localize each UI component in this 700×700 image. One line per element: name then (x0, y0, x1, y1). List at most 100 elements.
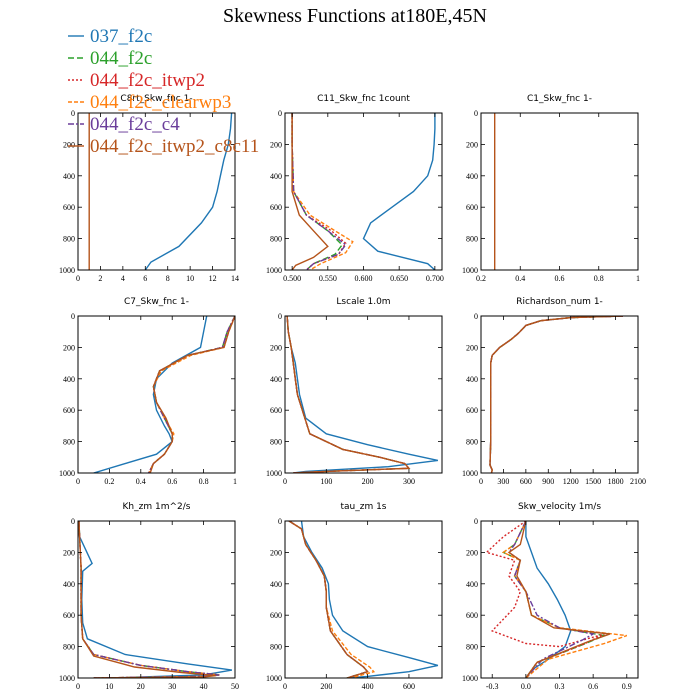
legend-label: 037_f2c (90, 26, 152, 47)
y-tick-label: 1000 (59, 266, 75, 275)
x-tick-label: 0.3 (555, 682, 565, 691)
x-tick-label: 0.700 (426, 274, 444, 283)
y-tick-label: 200 (466, 548, 478, 557)
legend: 037_f2c044_f2c044_f2c_itwp2044_f2c_clear… (68, 26, 259, 157)
y-tick-label: 200 (63, 343, 75, 352)
legend-item: 044_f2c_clearwp3 (68, 92, 231, 113)
series-group (489, 316, 624, 473)
legend-item: 044_f2c_itwp2 (68, 70, 205, 91)
legend-label: 044_f2c_itwp2 (90, 70, 205, 91)
x-tick-label: 0 (76, 274, 80, 283)
series-line-044_f2c_itwp2_c8c11 (149, 316, 235, 473)
y-tick-label: 600 (270, 203, 282, 212)
y-tick-label: 0 (474, 109, 478, 118)
x-tick-label: 0 (76, 682, 80, 691)
y-tick-label: 600 (270, 406, 282, 415)
y-tick-label: 800 (466, 438, 478, 447)
x-tick-label: 0 (283, 682, 287, 691)
x-tick-label: 2100 (630, 477, 646, 486)
x-tick-label: 2 (98, 274, 102, 283)
y-tick-label: 200 (270, 548, 282, 557)
y-tick-label: 200 (270, 140, 282, 149)
y-tick-label: 1000 (266, 469, 282, 478)
x-tick-label: 0.8 (199, 477, 209, 486)
series-line-044_f2c (291, 113, 344, 270)
y-tick-label: 0 (71, 312, 75, 321)
y-tick-label: 200 (63, 140, 75, 149)
x-tick-label: 8 (166, 274, 170, 283)
x-tick-label: 400 (362, 682, 374, 691)
series-line-044_f2c_itwp2 (78, 521, 220, 678)
x-tick-label: 6 (143, 274, 147, 283)
x-tick-label: 200 (362, 477, 374, 486)
plot-frame (284, 315, 443, 474)
x-tick-label: -0.3 (486, 682, 499, 691)
plot-frame (284, 112, 443, 271)
panel-title: Lscale 1.0m (336, 297, 390, 307)
x-tick-label: 4 (121, 274, 125, 283)
y-tick-label: 800 (270, 235, 282, 244)
panel-title: C11_Skw_fnc 1count (317, 94, 410, 104)
plot-frame (480, 315, 639, 474)
series-line-044_f2c_itwp2 (485, 521, 605, 678)
series-line-044_f2c_c4 (291, 113, 347, 270)
panel-title: Skw_velocity 1m/s (518, 502, 601, 512)
y-tick-label: 400 (270, 172, 282, 181)
series-line-044_f2c_itwp2_c8c11 (78, 521, 217, 678)
y-tick-label: 400 (466, 172, 478, 181)
x-tick-label: 0.6 (555, 274, 565, 283)
legend-label: 044_f2c_itwp2_c8c11 (90, 136, 259, 157)
y-tick-label: 400 (270, 580, 282, 589)
y-tick-label: 1000 (462, 674, 478, 683)
x-tick-label: 0.500 (283, 274, 301, 283)
x-tick-label: 300 (497, 477, 509, 486)
x-tick-label: 0.6 (167, 477, 177, 486)
y-tick-label: 600 (63, 611, 75, 620)
series-line-044_f2c_clearwp3 (78, 521, 220, 678)
x-tick-label: 0.550 (319, 274, 337, 283)
y-tick-label: 400 (63, 172, 75, 181)
y-tick-label: 0 (71, 109, 75, 118)
y-tick-label: 1000 (59, 674, 75, 683)
y-tick-label: 200 (466, 343, 478, 352)
series-line-044_f2c_itwp2_c8c11 (286, 316, 411, 473)
x-tick-label: 0 (76, 477, 80, 486)
x-tick-label: 100 (320, 477, 332, 486)
plot-frame (77, 520, 236, 679)
y-tick-label: 1000 (59, 469, 75, 478)
x-tick-label: 0.0 (521, 682, 531, 691)
legend-label: 044_f2c (90, 48, 152, 69)
x-tick-label: 0.600 (355, 274, 373, 283)
series-line-044_f2c_itwp2_c8c11 (288, 521, 369, 678)
x-tick-label: 12 (209, 274, 217, 283)
y-tick-label: 400 (63, 375, 75, 384)
y-tick-label: 600 (466, 611, 478, 620)
x-tick-label: 10 (186, 274, 194, 283)
series-group (93, 316, 235, 473)
x-tick-label: 0.9 (622, 682, 632, 691)
y-tick-label: 0 (278, 109, 282, 118)
series-line-044_f2c_itwp2_c8c11 (507, 521, 611, 678)
series-line-044_f2c_itwp2_c8c11 (489, 316, 624, 473)
y-tick-label: 1000 (462, 469, 478, 478)
legend-label: 044_f2c_c4 (90, 114, 180, 135)
x-tick-label: 0.2 (476, 274, 486, 283)
panel-title: C8rt_Skw_fnc 1- (120, 94, 192, 104)
x-tick-label: 1200 (563, 477, 579, 486)
series-group (291, 113, 436, 270)
series-group (485, 521, 628, 678)
x-tick-label: 300 (403, 477, 415, 486)
panel-title: Kh_zm 1m^2/s (123, 502, 191, 512)
y-tick-label: 400 (466, 375, 478, 384)
panel-9: Skw_velocity 1m/s 0 200 400 600 800 1000 -0.3 0.… (462, 502, 639, 691)
series-line-044_f2c_c4 (288, 521, 369, 678)
y-tick-label: 0 (474, 517, 478, 526)
legend-item: 044_f2c (68, 48, 152, 69)
x-tick-label: 600 (403, 682, 415, 691)
